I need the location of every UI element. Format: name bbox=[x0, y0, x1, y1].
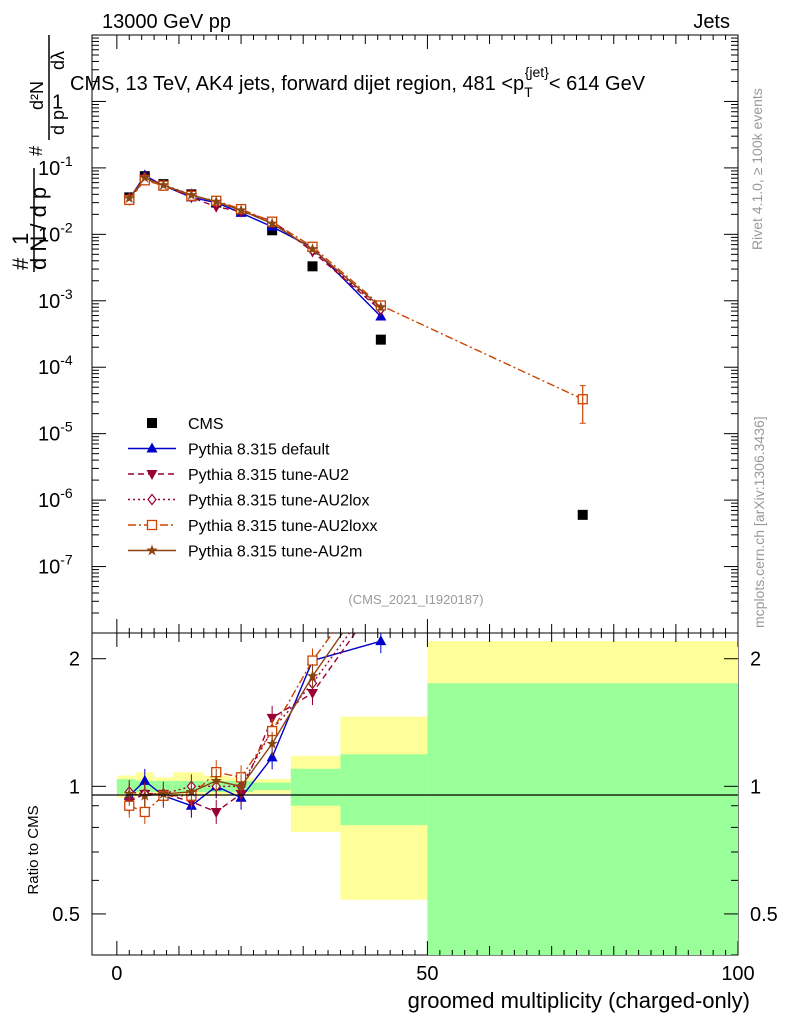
main-y-axis: 10-710-610-510-410-310-210-11 bbox=[38, 37, 738, 634]
series-line-pythia-8-315-tune-au2m bbox=[128, 176, 382, 308]
legend-marker-pythia-8-315-tune-au2lox bbox=[147, 493, 157, 506]
ratio-y-axis: 0.5 0.5 1 1 2 2 bbox=[52, 649, 778, 956]
series-line-pythia-8-315-tune-au2lox bbox=[128, 176, 382, 310]
plot-title: CMS, 13 TeV, AK4 jets, forward dijet reg… bbox=[70, 64, 646, 100]
x-tick-label: 100 bbox=[721, 963, 754, 985]
point-pythia-8-315-tune-au2m bbox=[185, 189, 198, 200]
y-label-denom: d N / d p bbox=[26, 187, 51, 270]
point-pythia-8-315-tune-au2m bbox=[306, 243, 319, 254]
y-label-dpt: d p bbox=[48, 110, 68, 135]
y-tick-label: 10-5 bbox=[38, 419, 73, 446]
ratio-point-pythia-8-315-tune-au2m bbox=[375, 572, 386, 583]
ratio-point-pythia-8-315-tune-au2m bbox=[123, 787, 135, 799]
plot-title-sup: {jet} bbox=[525, 64, 549, 80]
point-pythia-8-315-tune-au2m bbox=[139, 171, 151, 183]
plot-title-main: CMS, 13 TeV, AK4 jets, forward dijet reg… bbox=[70, 73, 524, 95]
band-green bbox=[427, 683, 738, 955]
ratio-y-tick-label: 0.5 bbox=[52, 904, 80, 926]
y-tick-label: 10-7 bbox=[38, 552, 73, 579]
y-label-d2n: d²N bbox=[27, 81, 47, 110]
point-pythia-8-315-tune-au2m bbox=[123, 192, 135, 204]
y-label-hash-1: # bbox=[8, 257, 33, 270]
main-y-axis-label: # 1 d N / d p # d²N d p dλ bbox=[8, 35, 68, 272]
ratio-point-pythia-8-315-default bbox=[266, 751, 278, 762]
ratio-line-pythia-8-315-tune-au2lox bbox=[129, 633, 351, 795]
ratio-point-pythia-8-315-tune-au2m bbox=[157, 787, 170, 799]
y-tick-label: 10-6 bbox=[38, 485, 73, 512]
plot-title-end: < 614 GeV bbox=[549, 73, 646, 95]
band-green bbox=[290, 768, 341, 806]
legend-marker-pythia-8-315-tune-au2m bbox=[146, 544, 158, 556]
series-line-pythia-8-315-tune-au2 bbox=[128, 177, 382, 311]
y-label-hash-2: # bbox=[26, 146, 46, 156]
x-tick-label: 0 bbox=[111, 963, 122, 985]
band-green bbox=[253, 782, 291, 791]
ratio-y-tick-label: 1 bbox=[69, 776, 80, 798]
ratio-point-pythia-8-315-tune-au2 bbox=[210, 807, 222, 818]
ratio-point-pythia-8-315-tune-au2m bbox=[210, 774, 222, 786]
ratio-point-pythia-8-315-default bbox=[139, 774, 151, 785]
point-pythia-8-315-tune-au2m bbox=[235, 204, 247, 216]
ratio-y-tick-label-right: 0.5 bbox=[750, 904, 778, 926]
series-line-pythia-8-315-default bbox=[128, 174, 382, 317]
y-label-one: 1 bbox=[8, 233, 33, 245]
x-tick-label: 50 bbox=[416, 963, 438, 985]
point-cms bbox=[307, 261, 318, 272]
legend-marker-pythia-8-315-tune-au2loxx bbox=[146, 519, 158, 531]
y-tick-label: 10-3 bbox=[38, 286, 73, 313]
legend-label-pythia-8-315-tune-au2loxx: Pythia 8.315 tune-AU2loxx bbox=[188, 518, 377, 535]
energy-label: 13000 GeV pp bbox=[102, 11, 231, 33]
plot-title-sub: T bbox=[524, 84, 533, 100]
legend-marker-cms bbox=[147, 418, 157, 428]
legend-marker-pythia-8-315-tune-au2 bbox=[146, 470, 158, 480]
ratio-y-tick-label: 2 bbox=[69, 649, 80, 671]
ratio-point-pythia-8-315-default bbox=[375, 635, 387, 646]
mcplots-label: mcplots.cern.ch [arXiv:1306.3436] bbox=[751, 416, 767, 628]
ratio-point-pythia-8-315-tune-au2m bbox=[266, 737, 278, 749]
y-tick-label: 1 bbox=[52, 91, 63, 113]
ratio-y-tick-label-right: 2 bbox=[750, 649, 761, 671]
ratio-point-pythia-8-315-tune-au2loxx bbox=[307, 655, 318, 666]
point-pythia-8-315-tune-au2m bbox=[210, 195, 222, 207]
analysis-watermark: (CMS_2021_I1920187) bbox=[348, 592, 483, 607]
point-cms bbox=[375, 334, 386, 345]
point-cms bbox=[577, 509, 588, 520]
ratio-point-pythia-8-315-tune-au2loxx bbox=[139, 806, 150, 818]
uncertainty-bands bbox=[116, 641, 738, 955]
point-pythia-8-315-tune-au2m bbox=[157, 179, 170, 190]
ratio-point-pythia-8-315-tune-au2m bbox=[235, 780, 247, 792]
rivet-version-label: Rivet 4.1.0, ≥ 100k events bbox=[749, 88, 765, 250]
legend: CMS Pythia 8.315 default Pythia 8.315 tune… bbox=[128, 416, 377, 561]
legend-label-pythia-8-315-tune-au2m: Pythia 8.315 tune-AU2m bbox=[188, 544, 362, 561]
ratio-y-label: Ratio to CMS bbox=[25, 805, 42, 894]
category-label: Jets bbox=[693, 11, 730, 33]
x-axis: 0 50 100 bbox=[111, 633, 755, 985]
legend-label-pythia-8-315-tune-au2lox: Pythia 8.315 tune-AU2lox bbox=[188, 493, 369, 510]
y-label-dlambda: dλ bbox=[48, 51, 68, 70]
y-tick-label: 10-2 bbox=[38, 219, 73, 246]
ratio-point-pythia-8-315-tune-au2m bbox=[306, 670, 319, 681]
legend-label-pythia-8-315-tune-au2: Pythia 8.315 tune-AU2 bbox=[188, 467, 349, 484]
legend-label-pythia-8-315-default: Pythia 8.315 default bbox=[188, 442, 330, 459]
ratio-y-tick-label-right: 1 bbox=[750, 776, 761, 798]
legend-label-cms: CMS bbox=[188, 416, 224, 433]
ratio-point-pythia-8-315-tune-au2m bbox=[185, 785, 198, 797]
ratio-point-pythia-8-315-tune-au2loxx bbox=[376, 562, 385, 571]
series-line-pythia-8-315-tune-au2loxx bbox=[128, 179, 584, 400]
y-tick-label: 10-4 bbox=[38, 352, 73, 379]
main-series-layer bbox=[123, 169, 588, 520]
x-axis-label: groomed multiplicity (charged-only) bbox=[408, 988, 750, 1013]
main-x-ticks bbox=[116, 35, 739, 633]
point-pythia-8-315-tune-au2m bbox=[375, 301, 387, 313]
band-green bbox=[340, 754, 428, 826]
legend-marker-pythia-8-315-default bbox=[146, 442, 158, 453]
point-pythia-8-315-tune-au2m bbox=[266, 217, 278, 229]
